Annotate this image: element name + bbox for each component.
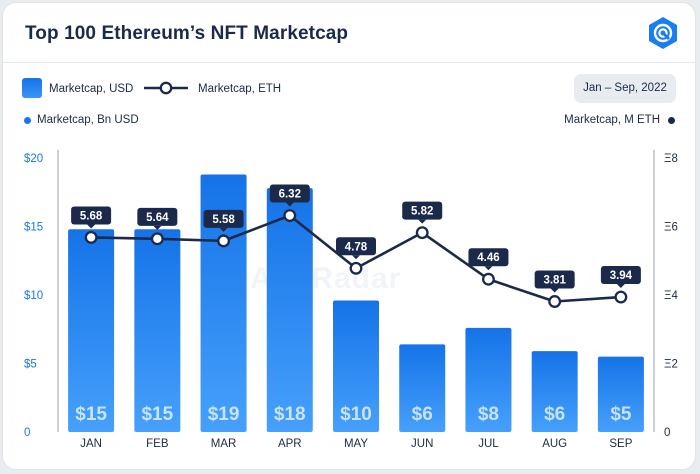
x-tick-label: FEB — [146, 438, 169, 450]
left-tick-label: $10 — [24, 290, 43, 302]
legend-bar-label: Marketcap, USD — [49, 83, 134, 95]
right-tick-label: Ξ8 — [664, 153, 678, 165]
eth-label-box — [402, 201, 443, 220]
bar — [68, 229, 115, 432]
x-tick-label: JAN — [80, 438, 102, 450]
eth-label-pointer — [153, 225, 162, 230]
eth-label-pointer — [285, 202, 294, 207]
right-tick-label: Ξ6 — [664, 222, 678, 234]
eth-value-label: 5.68 — [80, 210, 103, 222]
x-tick-label: APR — [278, 438, 302, 450]
bar — [597, 356, 644, 432]
bar — [333, 300, 379, 432]
period-selector[interactable]: Jan – Sep, 2022 — [574, 74, 676, 103]
eth-point — [614, 290, 628, 304]
eth-value-label: 3.94 — [610, 270, 633, 282]
bar-value-label: $5 — [610, 404, 632, 425]
eth-point — [283, 209, 297, 222]
eth-label-pointer — [87, 224, 96, 229]
bar-value-label: $8 — [478, 404, 499, 425]
eth-value-label: 5.58 — [212, 214, 235, 226]
eth-value-label: 5.64 — [146, 212, 169, 224]
eth-label-pointer — [616, 284, 625, 289]
eth-point — [150, 232, 164, 246]
header-divider — [3, 62, 697, 63]
x-tick-label: AUG — [542, 438, 567, 450]
right-tick-label: Ξ2 — [664, 359, 678, 371]
legend-bar-swatch — [22, 78, 42, 98]
eth-label-pointer — [550, 288, 559, 293]
eth-value-label: 4.78 — [345, 241, 368, 253]
eth-label-pointer — [352, 255, 360, 260]
bar-value-label: $18 — [274, 404, 306, 425]
right-axis-label: Marketcap, M ETH — [564, 114, 660, 126]
bar-value-label: $15 — [75, 404, 107, 425]
left-axis-dot — [24, 117, 31, 124]
x-tick-label: SEP — [609, 438, 632, 450]
eth-point — [349, 261, 363, 275]
right-tick-label: 0 — [664, 427, 670, 439]
chart-title: Top 100 Ethereum’s NFT Marketcap — [25, 23, 349, 44]
bar-value-label: $6 — [412, 404, 433, 425]
bar — [266, 188, 313, 432]
eth-point — [217, 234, 231, 248]
eth-value-label: 4.46 — [477, 252, 499, 264]
eth-value-label: 5.82 — [411, 206, 433, 218]
eth-label-box — [71, 206, 112, 225]
eth-label-pointer — [484, 266, 493, 271]
left-tick-label: 0 — [24, 427, 30, 439]
left-tick-label: $5 — [24, 359, 37, 371]
eth-point — [415, 226, 429, 240]
x-tick-label: MAY — [344, 438, 368, 450]
eth-value-label: 3.81 — [543, 275, 566, 287]
eth-value-label: 6.32 — [279, 189, 301, 201]
left-tick-label: $15 — [24, 222, 43, 234]
right-tick-label: Ξ4 — [664, 290, 678, 302]
bar — [399, 344, 446, 432]
legend-line-label: Marketcap, ETH — [198, 83, 282, 95]
bar-value-label: $15 — [141, 404, 173, 425]
right-axis-dot — [668, 117, 675, 124]
legend-line-swatch — [144, 81, 188, 95]
eth-label-box — [534, 270, 575, 289]
bar-value-label: $10 — [340, 404, 372, 425]
bar-value-label: $19 — [208, 404, 240, 425]
eth-point — [84, 231, 98, 244]
bar-value-label: $6 — [544, 404, 565, 425]
bar — [531, 351, 578, 432]
eth-label-pointer — [219, 227, 228, 232]
eth-label-box — [600, 266, 641, 285]
eth-label-box — [468, 248, 509, 267]
eth-point — [548, 295, 562, 308]
left-axis-label: Marketcap, Bn USD — [37, 114, 139, 126]
x-tick-label: JUN — [411, 438, 433, 450]
eth-label-pointer — [418, 219, 427, 224]
eth-label-box — [269, 184, 310, 203]
eth-point — [481, 272, 495, 286]
appradar-logo-icon — [649, 17, 677, 49]
x-tick-label: JUL — [478, 438, 499, 450]
left-tick-label: $20 — [24, 153, 43, 165]
eth-label-box — [336, 237, 376, 256]
bar — [134, 229, 181, 432]
x-tick-label: MAR — [211, 438, 237, 450]
bar — [200, 174, 247, 432]
eth-label-box — [137, 207, 178, 226]
bar — [465, 327, 512, 432]
eth-label-box — [203, 209, 244, 228]
